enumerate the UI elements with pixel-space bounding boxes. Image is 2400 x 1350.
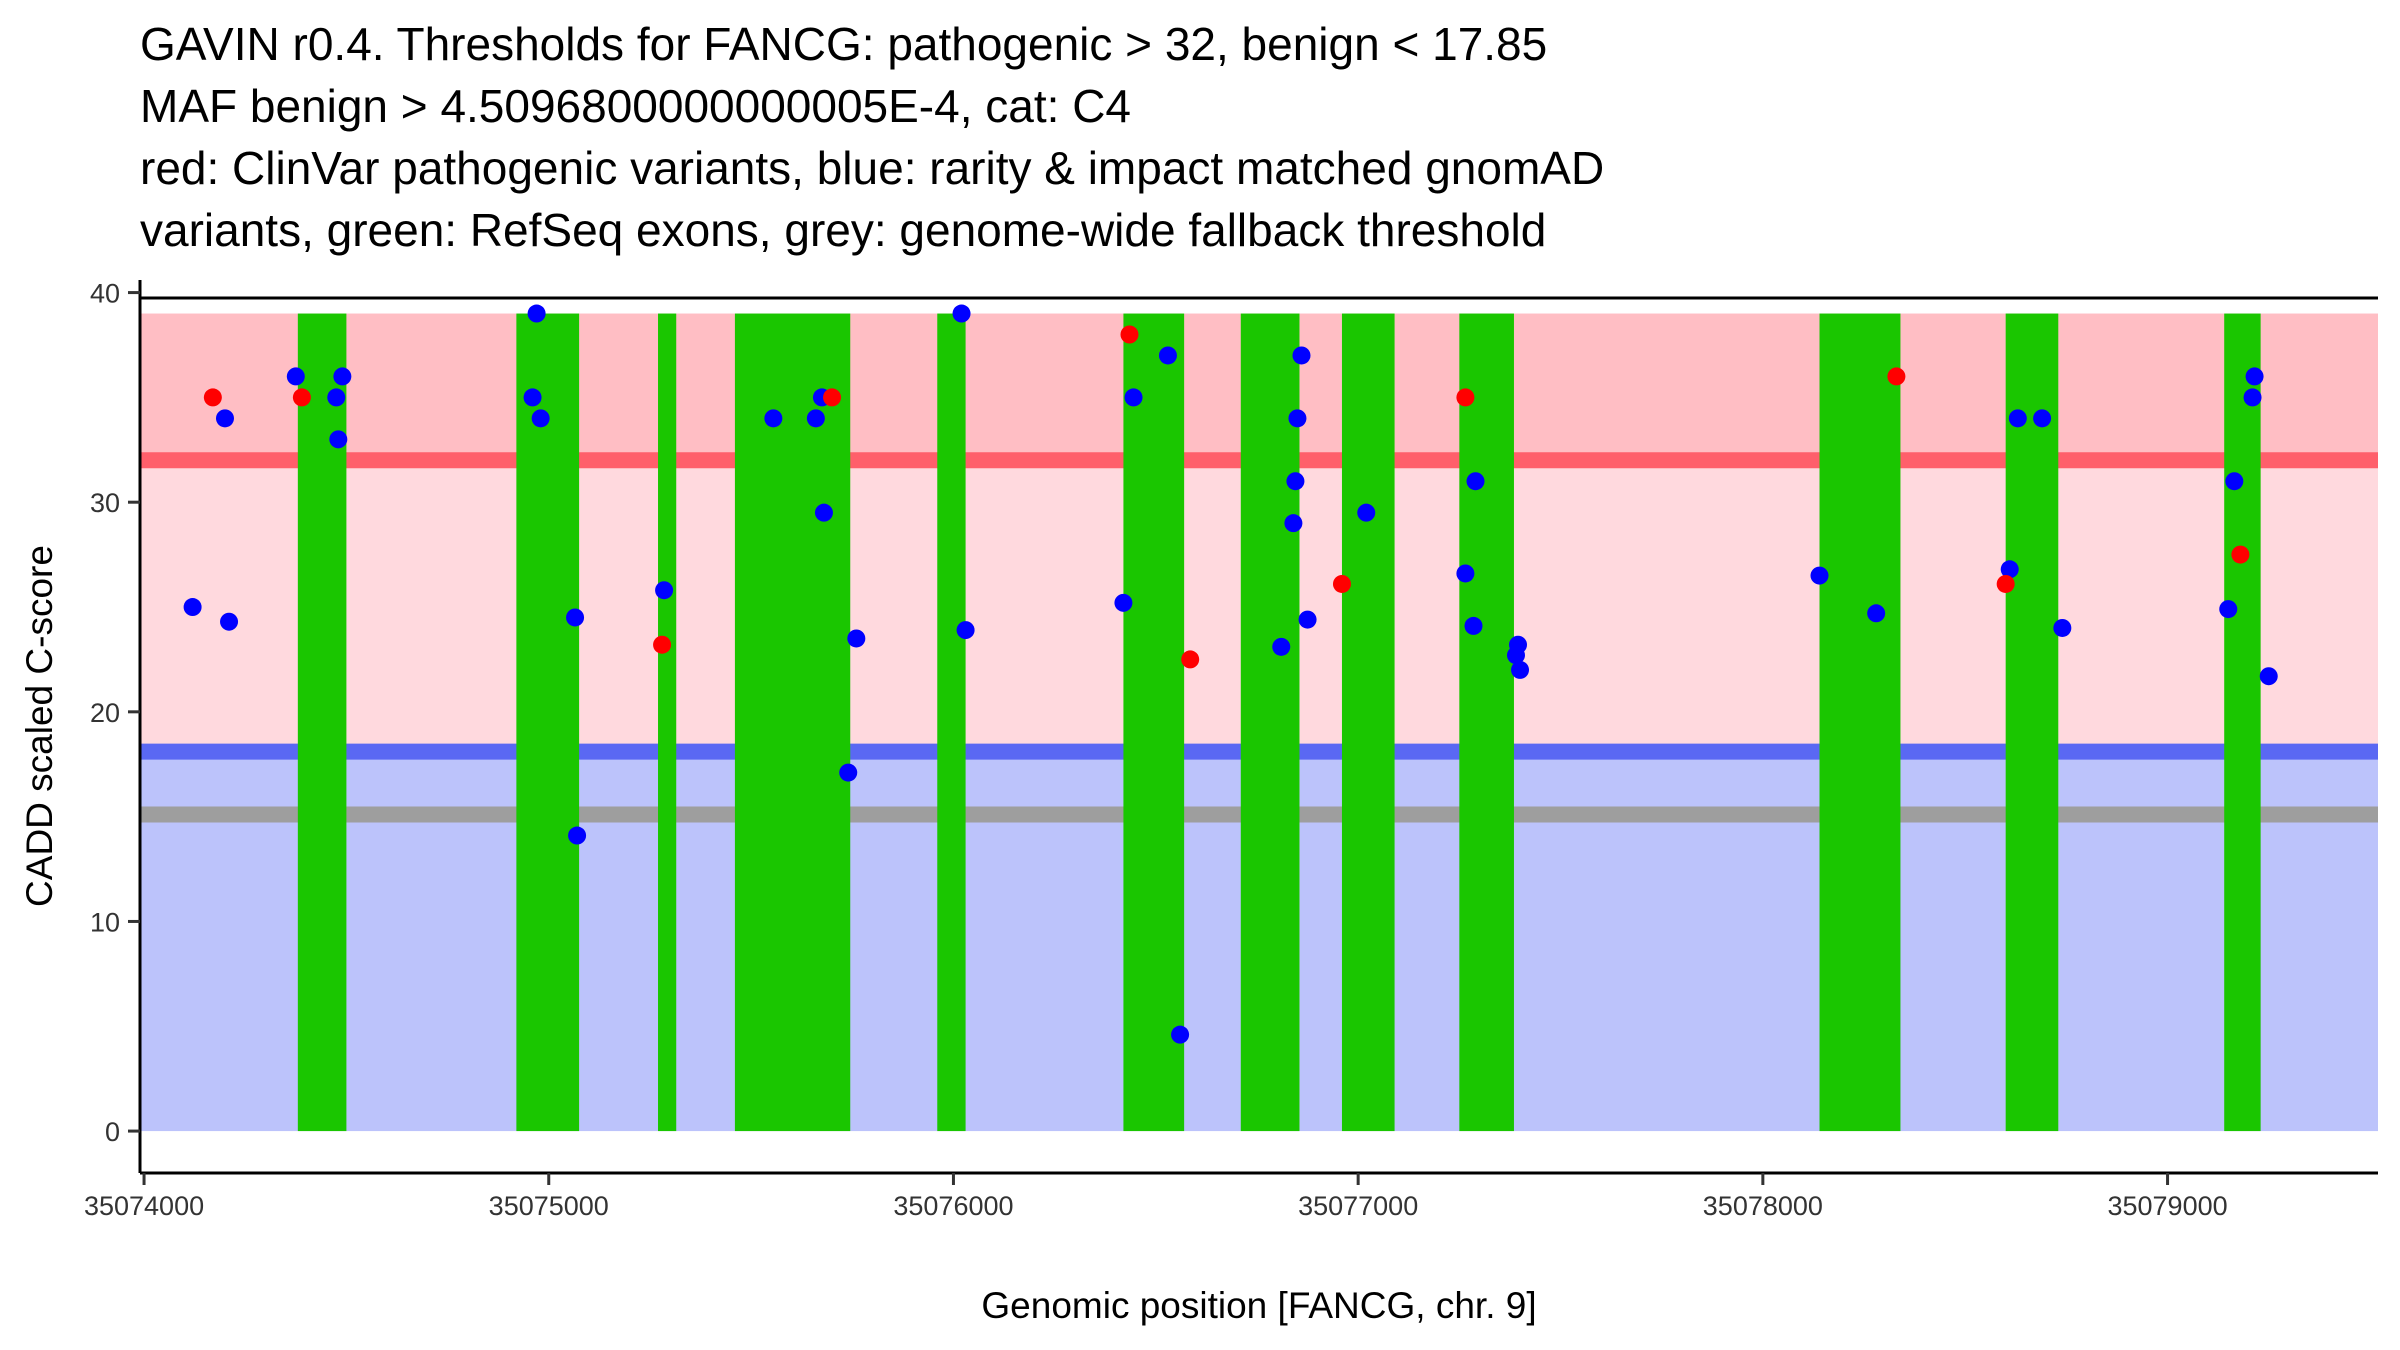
gnomad-point bbox=[1456, 564, 1475, 583]
title-line-1: GAVIN r0.4. Thresholds for FANCG: pathog… bbox=[140, 18, 1547, 70]
x-tick-label: 35076000 bbox=[893, 1191, 1013, 1221]
gnomad-point bbox=[1272, 637, 1291, 656]
exon-bar bbox=[2005, 313, 2059, 1132]
x-tick-label: 35078000 bbox=[1703, 1191, 1823, 1221]
title-line-3: red: ClinVar pathogenic variants, blue: … bbox=[140, 142, 1604, 194]
x-tick-label: 35075000 bbox=[489, 1191, 609, 1221]
exon-bar bbox=[1240, 313, 1300, 1132]
y-tick-label: 10 bbox=[90, 907, 120, 937]
gnomad-point bbox=[1466, 472, 1485, 491]
gnomad-point bbox=[814, 503, 833, 522]
gnomad-point bbox=[1292, 346, 1311, 365]
gnomad-point bbox=[523, 388, 542, 407]
gnomad-point bbox=[527, 304, 546, 323]
gnomad-point bbox=[2259, 667, 2278, 686]
clinvar-point bbox=[1120, 325, 1139, 344]
gnomad-point bbox=[1509, 635, 1528, 654]
y-tick-label: 0 bbox=[105, 1117, 120, 1147]
gnomad-point bbox=[847, 629, 866, 648]
exon-bar bbox=[937, 313, 966, 1132]
gnomad-point bbox=[327, 388, 346, 407]
gnomad-point bbox=[568, 826, 587, 845]
y-axis-title: CADD scaled C-score bbox=[19, 545, 60, 907]
exon-bar bbox=[1819, 313, 1901, 1132]
gnomad-point bbox=[2225, 472, 2244, 491]
exon-bar bbox=[2224, 313, 2261, 1132]
gnomad-point bbox=[220, 612, 239, 631]
gnomad-point bbox=[839, 763, 858, 782]
x-tick-label: 35074000 bbox=[84, 1191, 204, 1221]
gnomad-point bbox=[1511, 660, 1530, 679]
clinvar-point bbox=[1887, 367, 1906, 386]
gnomad-point bbox=[1298, 610, 1317, 629]
y-tick-label: 30 bbox=[90, 488, 120, 518]
gnomad-point bbox=[286, 367, 305, 386]
gnomad-point bbox=[2000, 560, 2019, 579]
gnomad-point bbox=[183, 598, 202, 617]
x-axis-title: Genomic position [FANCG, chr. 9] bbox=[981, 1285, 1536, 1326]
clinvar-point bbox=[1456, 388, 1475, 407]
clinvar-point bbox=[2231, 545, 2250, 564]
exon-bar bbox=[1341, 313, 1395, 1132]
gnomad-point bbox=[764, 409, 783, 428]
x-tick-label: 35079000 bbox=[2107, 1191, 2227, 1221]
y-ticks: 0 10 20 30 40 bbox=[90, 279, 140, 1147]
gnomad-point bbox=[1284, 514, 1303, 533]
gnomad-point bbox=[1171, 1025, 1190, 1044]
gnomad-point bbox=[333, 367, 352, 386]
axes bbox=[138, 280, 2378, 1175]
gnomad-point bbox=[1810, 566, 1829, 585]
gnomad-point bbox=[1114, 593, 1133, 612]
exon-bar bbox=[516, 313, 580, 1132]
chart-title: GAVIN r0.4. Thresholds for FANCG: pathog… bbox=[140, 18, 1604, 256]
gnomad-point bbox=[566, 608, 585, 627]
variant-points bbox=[183, 304, 2278, 1044]
clinvar-point bbox=[292, 388, 311, 407]
gnomad-point bbox=[2053, 618, 2072, 637]
gnomad-point bbox=[956, 621, 975, 640]
gnomad-point bbox=[655, 581, 674, 600]
gnomad-point bbox=[2008, 409, 2027, 428]
exon-bars bbox=[297, 313, 2261, 1132]
gnomad-point bbox=[1158, 346, 1177, 365]
y-tick-label: 20 bbox=[90, 698, 120, 728]
gnomad-point bbox=[1124, 388, 1143, 407]
exon-bar bbox=[297, 313, 347, 1132]
y-tick-label: 40 bbox=[90, 279, 120, 309]
title-line-2: MAF benign > 4.5096800000000005E-4, cat:… bbox=[140, 80, 1131, 132]
gnomad-point bbox=[2033, 409, 2052, 428]
clinvar-point bbox=[1996, 574, 2015, 593]
gnomad-point bbox=[1464, 616, 1483, 635]
x-ticks: 35074000 35075000 35076000 35077000 35078000… bbox=[84, 1173, 2228, 1221]
gnomad-point bbox=[1867, 604, 1886, 623]
gnomad-point bbox=[531, 409, 550, 428]
gnomad-point bbox=[2219, 600, 2238, 619]
exon-bar bbox=[1123, 313, 1185, 1132]
gnomad-point bbox=[2243, 388, 2262, 407]
exon-bar bbox=[1459, 313, 1514, 1132]
gnomad-point bbox=[952, 304, 971, 323]
gnomad-point bbox=[215, 409, 234, 428]
x-tick-label: 35077000 bbox=[1298, 1191, 1418, 1221]
gnomad-point bbox=[1357, 503, 1376, 522]
exon-bar bbox=[658, 313, 677, 1132]
title-line-4: variants, green: RefSeq exons, grey: gen… bbox=[140, 204, 1546, 256]
clinvar-point bbox=[1181, 650, 1200, 669]
clinvar-point bbox=[1332, 574, 1351, 593]
gnomad-point bbox=[1288, 409, 1307, 428]
clinvar-point bbox=[823, 388, 842, 407]
gnomad-point bbox=[2245, 367, 2264, 386]
gnomad-point bbox=[1286, 472, 1305, 491]
gnomad-point bbox=[329, 430, 348, 449]
gnomad-point bbox=[806, 409, 825, 428]
clinvar-point bbox=[203, 388, 222, 407]
clinvar-point bbox=[653, 635, 672, 654]
exon-bar bbox=[734, 313, 851, 1132]
